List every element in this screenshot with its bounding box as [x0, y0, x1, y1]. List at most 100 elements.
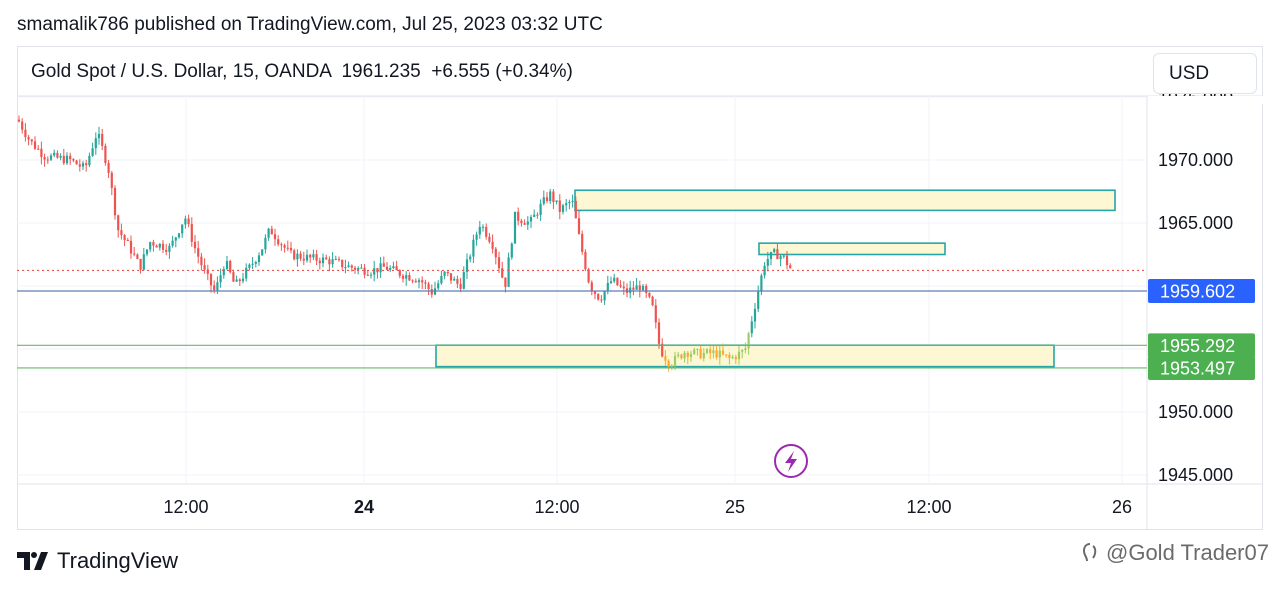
candle-body	[673, 355, 677, 367]
candle-body	[712, 350, 715, 354]
candle-body	[187, 218, 190, 225]
x-tick-label: 25	[725, 497, 745, 517]
candle-body	[286, 247, 289, 249]
candle-body	[565, 203, 568, 206]
candle-body	[699, 348, 702, 359]
candle-body	[635, 285, 638, 290]
candles-layer	[17, 115, 792, 372]
candle-body	[142, 254, 145, 270]
candle-body	[149, 242, 152, 250]
candle-body	[651, 296, 654, 306]
watermark-text: @Gold Trader07	[1106, 540, 1269, 565]
candle-body	[373, 268, 376, 275]
candle-body	[696, 348, 699, 350]
candle-body	[62, 155, 65, 164]
candle-body	[603, 291, 606, 301]
candle-body	[475, 234, 478, 240]
candle-body	[702, 352, 705, 359]
zone-box[interactable]	[758, 242, 946, 256]
candle-body	[709, 349, 712, 354]
candle-body	[280, 244, 283, 246]
candle-body	[417, 280, 421, 283]
candle-body	[507, 257, 510, 287]
candle-body	[293, 250, 296, 260]
candle-body	[190, 224, 193, 242]
candle-body	[17, 119, 21, 122]
candle-body	[504, 277, 507, 287]
candle-body	[341, 259, 344, 268]
candle-body	[728, 354, 731, 359]
candle-body	[331, 259, 334, 265]
candle-body	[161, 243, 165, 250]
candle-body	[517, 211, 520, 221]
candle-body	[440, 275, 443, 284]
tradingview-brand[interactable]: TradingView	[17, 548, 178, 574]
y-tick-label: 1950.000	[1158, 402, 1233, 422]
candle-body	[43, 157, 46, 160]
candle-body	[75, 160, 78, 165]
candle-body	[206, 269, 209, 274]
candle-body	[347, 265, 350, 268]
candle-body	[37, 148, 40, 150]
candle-body	[216, 282, 219, 291]
x-tick-label: 12:00	[906, 497, 951, 517]
y-axis-ticks: 1970.000 1965.000 1950.000 1945.000	[1158, 150, 1233, 485]
zones-layer	[435, 189, 1116, 368]
candle-body	[241, 278, 245, 282]
zone-box[interactable]	[574, 189, 1116, 212]
candle-body	[312, 254, 315, 258]
candle-body	[123, 235, 126, 240]
candle-body	[693, 349, 696, 354]
candle-body	[385, 266, 389, 270]
candle-body	[49, 155, 53, 160]
candle-body	[283, 245, 286, 248]
candle-body	[398, 270, 401, 276]
candle-body	[126, 239, 129, 241]
candle-body	[734, 356, 737, 360]
candle-body	[776, 249, 779, 260]
x-axis-ticks: 12:00 24 12:00 25 12:00 26	[163, 497, 1132, 517]
candle-body	[136, 254, 139, 259]
candle-body	[296, 253, 299, 260]
candle-body	[315, 254, 318, 261]
candle-body	[641, 285, 645, 291]
candle-body	[171, 240, 174, 246]
candle-body	[200, 256, 203, 266]
candle-body	[305, 254, 309, 261]
candle-body	[277, 239, 280, 245]
candle-body	[491, 241, 494, 249]
candle-body	[497, 257, 501, 269]
candle-body	[379, 263, 382, 273]
candle-body	[78, 164, 81, 167]
candle-body	[181, 224, 184, 234]
candle-body	[222, 268, 225, 276]
candle-body	[235, 279, 238, 282]
currency-button[interactable]: USD	[1153, 53, 1257, 94]
candle-body	[654, 305, 657, 323]
candle-body	[619, 285, 622, 287]
candle-body	[661, 343, 664, 357]
candle-body	[645, 285, 648, 293]
x-tick-label: 26	[1112, 497, 1132, 517]
grid-lines	[17, 96, 1147, 484]
candle-body	[427, 283, 430, 290]
candle-body	[264, 237, 267, 250]
candle-body	[155, 245, 158, 248]
price-label-box	[1148, 355, 1255, 380]
candle-body	[107, 162, 110, 173]
candle-body	[302, 258, 305, 261]
candle-body	[590, 282, 593, 292]
candle-body	[545, 197, 549, 201]
candle-body	[465, 259, 469, 273]
candle-body	[613, 277, 616, 282]
candle-body	[24, 129, 27, 138]
candle-body	[117, 215, 120, 231]
candle-body	[657, 322, 661, 344]
candle-body	[718, 350, 721, 358]
candle-body	[632, 287, 635, 290]
lightning-icon[interactable]	[774, 444, 808, 478]
candle-body	[209, 273, 213, 286]
candle-body	[600, 299, 603, 301]
candle-body	[616, 277, 619, 286]
